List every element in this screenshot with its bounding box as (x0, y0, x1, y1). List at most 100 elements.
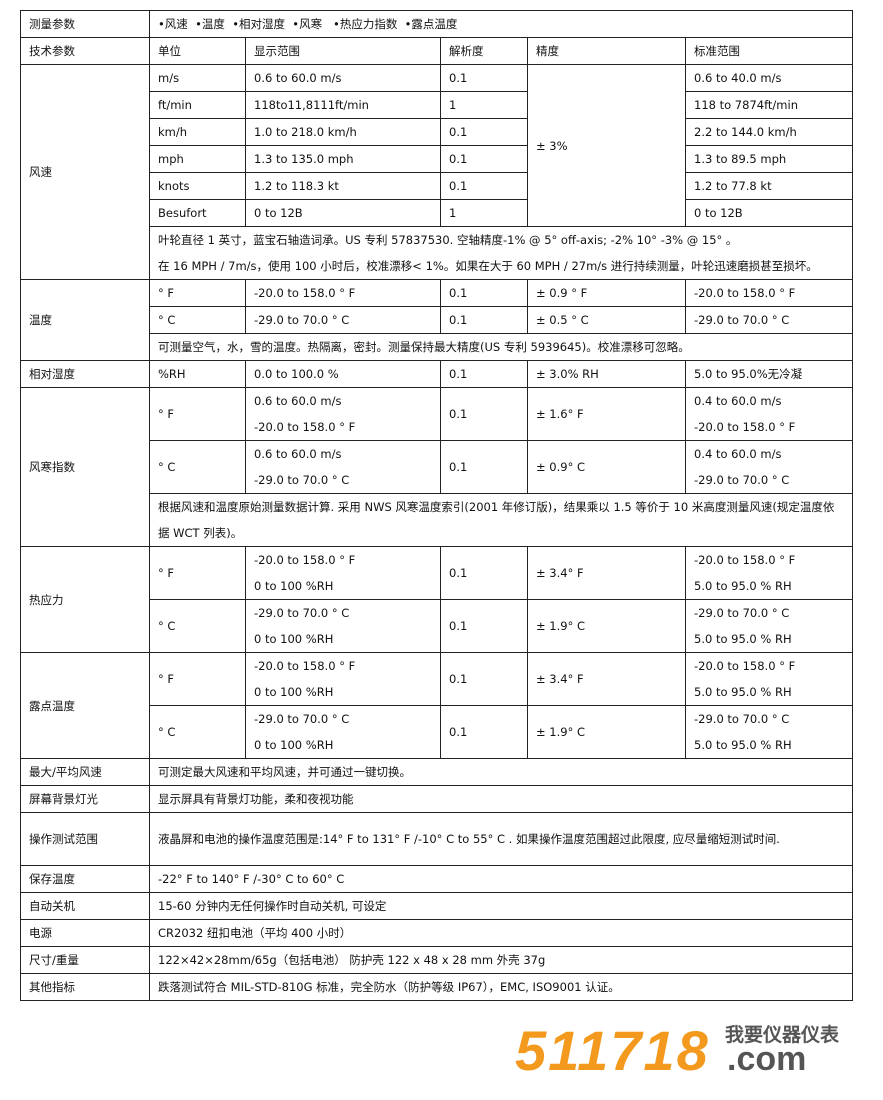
windchill-section: 风寒指数 ° F 0.6 to 60.0 m/s -20.0 to 158.0 ° F… (20, 387, 854, 547)
unit-cell: ° F (149, 546, 246, 600)
unit-cell: ° C (149, 705, 246, 759)
table-row: 相对湿度 %RH 0.0 to 100.0 % 0.1 ± 3.0% RH 5.0 to … (20, 360, 854, 388)
accuracy-cell: ± 3.4° F (527, 546, 686, 600)
range-cell: -20.0 to 158.0 ° F 0 to 100 %RH (245, 546, 441, 600)
resolution-cell: 0.1 (440, 360, 528, 388)
dew-section: 露点温度 ° F -20.0 to 158.0 ° F 0 to 100 %RH 0.1… (20, 652, 854, 759)
unit-cell: ° C (149, 306, 246, 334)
standard-range-cell-line: -29.0 to 70.0 ° C (694, 473, 790, 487)
heat-section: 热应力 ° F -20.0 to 158.0 ° F 0 to 100 %RH 0.1 ±… (20, 546, 854, 653)
row-value: 跌落测试符合 MIL-STD-810G 标准，完全防水（防护等级 IP67），E… (148, 973, 854, 1001)
table-row: 温度 ° F -20.0 to 158.0 ° F 0.1 ± 0.9 ° F -20.0… (20, 279, 854, 361)
unit-cell: mph (149, 145, 246, 173)
range-cell: 1.0 to 218.0 km/h (245, 118, 441, 146)
row-value: -22° F to 140° F /-30° C to 60° C (148, 865, 854, 893)
range-cell-line: -20.0 to 158.0 ° F (254, 553, 356, 567)
row-label: 风速 (20, 64, 150, 280)
standard-range-cell-line: 5.0 to 95.0 % RH (694, 738, 792, 752)
resolution-cell: 0.1 (440, 652, 528, 706)
standard-range-cell: 118 to 7874ft/min (684, 91, 854, 119)
resolution-cell: 0.1 (440, 172, 528, 200)
range-cell: 1.3 to 135.0 mph (245, 145, 441, 173)
standard-range-cell: -20.0 to 158.0 ° F 5.0 to 95.0 % RH (684, 546, 854, 600)
range-cell: -20.0 to 158.0 ° F (245, 279, 441, 307)
row-value: 122×42×28mm/65g（包括电池） 防护壳 122 x 48 x 28 … (148, 946, 854, 974)
resolution-cell: 0.1 (440, 118, 528, 146)
range-cell-line: 0.6 to 60.0 m/s (254, 447, 342, 461)
table-row: mph 1.3 to 135.0 mph 0.1 1.3 to 89.5 mph (21, 145, 854, 173)
unit-cell: ft/min (149, 91, 246, 119)
row-label: 尺寸/重量 (20, 946, 150, 974)
row-label: 电源 (20, 919, 150, 947)
unit-cell: ° F (149, 387, 246, 441)
range-cell-line: -29.0 to 70.0 ° C (254, 606, 350, 620)
standard-range-cell: -20.0 to 158.0 ° F 5.0 to 95.0 % RH (684, 652, 854, 706)
site-logo: 511718 我要仪器仪表 .com (515, 1018, 855, 1082)
standard-range-cell-line: 0.4 to 60.0 m/s (694, 447, 782, 461)
row-label: 测量参数 (20, 10, 150, 38)
row-value: 可测定最大风速和平均风速，并可通过一键切换。 (148, 758, 854, 786)
accuracy-cell: ± 1.9° C (527, 599, 686, 653)
accuracy-cell: ± 0.9° C (527, 440, 686, 494)
row-label: 温度 (20, 279, 150, 361)
standard-range-cell: 5.0 to 95.0%无冷凝 (684, 360, 854, 388)
range-cell: 0.6 to 60.0 m/s (245, 64, 441, 92)
range-cell-line: -29.0 to 70.0 ° C (254, 473, 350, 487)
range-cell-line: 0 to 100 %RH (254, 685, 334, 699)
resolution-cell: 0.1 (440, 546, 528, 600)
standard-range-cell-line: -20.0 to 158.0 ° F (694, 420, 796, 434)
table-row: ° C 0.6 to 60.0 m/s -29.0 to 70.0 ° C 0.1 ± … (21, 440, 854, 494)
col-header: 显示范围 (245, 37, 441, 65)
range-cell-line: -29.0 to 70.0 ° C (254, 712, 350, 726)
unit-cell: Besufort (149, 199, 246, 227)
table-row: 最大/平均风速 可测定最大风速和平均风速，并可通过一键切换。 (20, 758, 854, 786)
temp-section: 温度 ° F -20.0 to 158.0 ° F 0.1 ± 0.9 ° F -20.0… (20, 279, 854, 361)
standard-range-cell: 0.4 to 60.0 m/s -29.0 to 70.0 ° C (684, 440, 854, 494)
logo-com: .com (727, 1040, 807, 1078)
accuracy-cell: ± 0.5 ° C (527, 306, 686, 334)
col-header: 解析度 (440, 37, 528, 65)
measure-params-row: 测量参数 •风速 •温度 •相对湿度 •风寒 •热应力指数 •露点温度 (20, 10, 854, 38)
unit-cell: ° C (149, 440, 246, 494)
range-cell: -29.0 to 70.0 ° C 0 to 100 %RH (245, 599, 441, 653)
col-header: 单位 (149, 37, 246, 65)
standard-range-cell-line: 5.0 to 95.0 % RH (694, 579, 792, 593)
row-label: 其他指标 (20, 973, 150, 1001)
row-value: 15-60 分钟内无任何操作时自动关机, 可设定 (148, 892, 854, 920)
col-header: 技术参数 (20, 37, 150, 65)
resolution-cell: 0.1 (440, 64, 528, 92)
row-label: 相对湿度 (20, 360, 150, 388)
note-row: 叶轮直径 1 英寸，蓝宝石轴造词承。US 专利 57837530. 空轴精度-1… (21, 226, 854, 280)
row-label: 风寒指数 (20, 387, 150, 547)
misc-section: 最大/平均风速 可测定最大风速和平均风速，并可通过一键切换。 屏幕背景灯光 显示屏具有… (20, 758, 854, 1001)
standard-range-cell: -20.0 to 158.0 ° F (684, 279, 854, 307)
unit-cell: ° F (149, 652, 246, 706)
logo-number: 511718 (515, 1019, 710, 1082)
unit-cell: knots (149, 172, 246, 200)
unit-cell: ° F (149, 279, 246, 307)
accuracy-cell: ± 3.0% RH (527, 360, 686, 388)
table-row: 自动关机 15-60 分钟内无任何操作时自动关机, 可设定 (20, 892, 854, 920)
range-cell-line: 0 to 100 %RH (254, 579, 334, 593)
accuracy-cell: ± 3.4° F (527, 652, 686, 706)
standard-range-cell: -29.0 to 70.0 ° C 5.0 to 95.0 % RH (684, 705, 854, 759)
wind-note: 叶轮直径 1 英寸，蓝宝石轴造词承。US 专利 57837530. 空轴精度-1… (148, 226, 854, 280)
table-row: 露点温度 ° F -20.0 to 158.0 ° F 0 to 100 %RH 0.1… (20, 652, 854, 759)
row-label: 屏幕背景灯光 (20, 785, 150, 813)
standard-range-cell-line: -29.0 to 70.0 ° C (694, 712, 790, 726)
standard-range-cell: 1.3 to 89.5 mph (684, 145, 854, 173)
temp-note: 可测量空气，水，雪的温度。热隔离，密封。测量保持最大精度(US 专利 59396… (148, 333, 854, 361)
range-cell-line: -20.0 to 158.0 ° F (254, 420, 356, 434)
resolution-cell: 0.1 (440, 387, 528, 441)
range-cell-line: 0.6 to 60.0 m/s (254, 394, 342, 408)
row-value: CR2032 纽扣电池（平均 400 小时） (148, 919, 854, 947)
col-header: 标准范围 (684, 37, 854, 65)
standard-range-cell: 0 to 12B (684, 199, 854, 227)
range-cell-line: -20.0 to 158.0 ° F (254, 659, 356, 673)
range-cell: 0.0 to 100.0 % (245, 360, 441, 388)
note-row: 可测量空气，水，雪的温度。热隔离，密封。测量保持最大精度(US 专利 59396… (21, 333, 854, 361)
accuracy-cell: ± 3% (527, 64, 686, 227)
row-label: 保存温度 (20, 865, 150, 893)
col-header: 精度 (527, 37, 686, 65)
table-row: 电源 CR2032 纽扣电池（平均 400 小时） (20, 919, 854, 947)
